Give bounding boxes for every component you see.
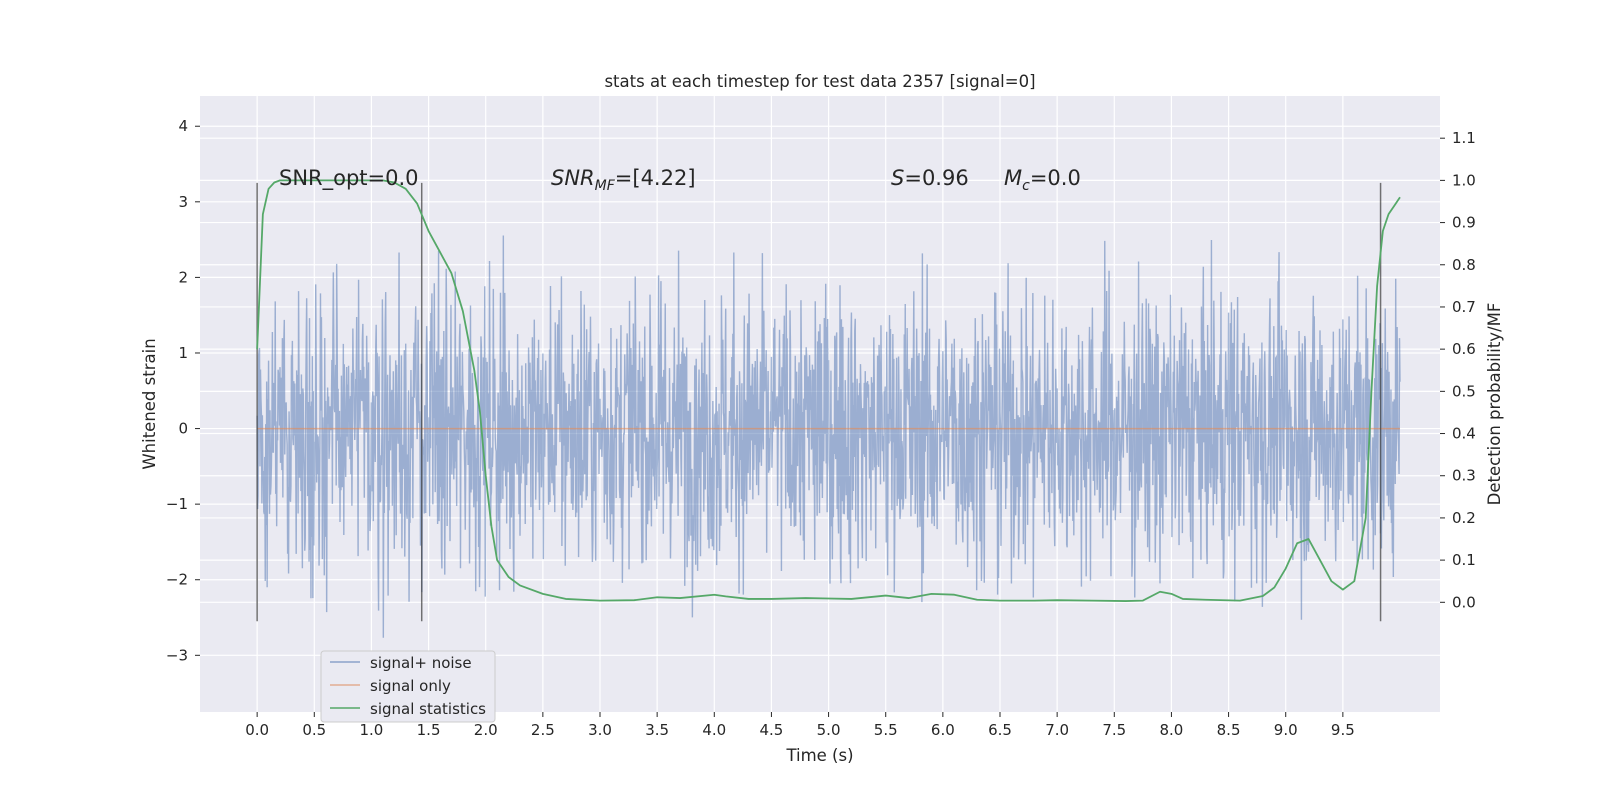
signal-statistics-line	[256, 179, 1401, 602]
x-tick-label: 1.0	[359, 721, 383, 739]
annotation-mc-sub: c	[1022, 178, 1030, 194]
x-tick-label: 6.0	[931, 721, 955, 739]
annotation-s-value: =0.96	[904, 166, 968, 190]
signal-plus-noise-series	[256, 235, 1401, 638]
x-tick-label: 8.0	[1159, 721, 1183, 739]
signal-noise-line	[256, 235, 1401, 638]
y-right-tick-label: 0.0	[1452, 593, 1476, 611]
y-axis-right-label: Detection probability/MF	[1485, 303, 1504, 506]
y-left-tick-label: 0	[178, 420, 188, 438]
y-right-tick-label: 0.2	[1452, 509, 1476, 527]
y-left-tick-label: 2	[178, 268, 188, 286]
y-right-tick-label: 0.9	[1452, 214, 1476, 232]
x-tick-label: 9.0	[1274, 721, 1298, 739]
annotation-mc: Mc=0.0	[1004, 166, 1081, 194]
y-left-tick-label: −1	[166, 495, 188, 513]
annotation-snr-mf-sub: MF	[595, 178, 616, 194]
annotation-snr-mf: SNRMF=[4.22]	[551, 166, 696, 194]
y-left-tick-label: 4	[178, 117, 188, 135]
x-tick-label: 5.0	[817, 721, 841, 739]
y-right-tick-label: 0.4	[1452, 425, 1476, 443]
legend-label-signal-noise: signal+ noise	[370, 654, 472, 672]
y-right-tick-label: 0.5	[1452, 382, 1476, 400]
annotation-mc-label: M	[1004, 166, 1022, 190]
x-tick-label: 1.5	[417, 721, 441, 739]
x-tick-label: 9.5	[1331, 721, 1355, 739]
x-tick-label: 2.5	[531, 721, 555, 739]
annotation-mc-value: =0.0	[1030, 166, 1081, 190]
x-tick-label: 3.0	[588, 721, 612, 739]
y-right-tick-label: 0.7	[1452, 298, 1476, 316]
ticks: 0.0 0.5 1.0 1.5 2.0 2.5 3.0 3.5 4.0 4.5 5.0 5.5 6.0 6…	[166, 117, 1476, 739]
x-tick-label: 2.0	[474, 721, 498, 739]
y-axis-left-label: Whitened strain	[140, 338, 159, 469]
x-tick-label: 4.5	[759, 721, 783, 739]
annotation-s-label: S	[891, 166, 904, 190]
annotation-snr-mf-value: =[4.22]	[615, 166, 696, 190]
y-left-tick-label: −3	[166, 646, 188, 664]
y-left-tick-label: −2	[166, 571, 188, 589]
x-tick-label: 7.5	[1102, 721, 1126, 739]
legend-box	[320, 650, 496, 723]
y-right-tick-label: 0.6	[1452, 340, 1476, 358]
y-left-tick-label: 1	[178, 344, 188, 362]
legend: signal+ noise signal only signal statist…	[320, 650, 496, 723]
y-right-tick-label: 0.1	[1452, 551, 1476, 569]
chart-title: stats at each timestep for test data 235…	[604, 72, 1035, 91]
x-tick-label: 7.0	[1045, 721, 1069, 739]
x-tick-label: 3.5	[645, 721, 669, 739]
legend-label-signal-only: signal only	[370, 677, 451, 695]
x-tick-label: 0.5	[302, 721, 326, 739]
x-tick-label: 4.0	[702, 721, 726, 739]
x-tick-label: 0.0	[245, 721, 269, 739]
x-tick-label: 5.5	[874, 721, 898, 739]
y-right-tick-label: 1.1	[1452, 129, 1476, 147]
x-axis-label: Time (s)	[785, 746, 853, 765]
signal-statistics-series	[256, 179, 1401, 602]
legend-label-signal-statistics: signal statistics	[370, 700, 486, 718]
y-right-tick-label: 0.3	[1452, 467, 1476, 485]
x-tick-label: 8.5	[1217, 721, 1241, 739]
annotation-s: S=0.96	[891, 166, 969, 190]
y-right-tick-label: 1.0	[1452, 171, 1476, 189]
x-tick-label: 6.5	[988, 721, 1012, 739]
y-right-tick-label: 0.8	[1452, 256, 1476, 274]
annotation-snr-opt: SNR_opt=0.0	[279, 166, 419, 191]
y-left-tick-label: 3	[178, 193, 188, 211]
annotation-snr-mf-prefix: SNR	[551, 166, 595, 190]
